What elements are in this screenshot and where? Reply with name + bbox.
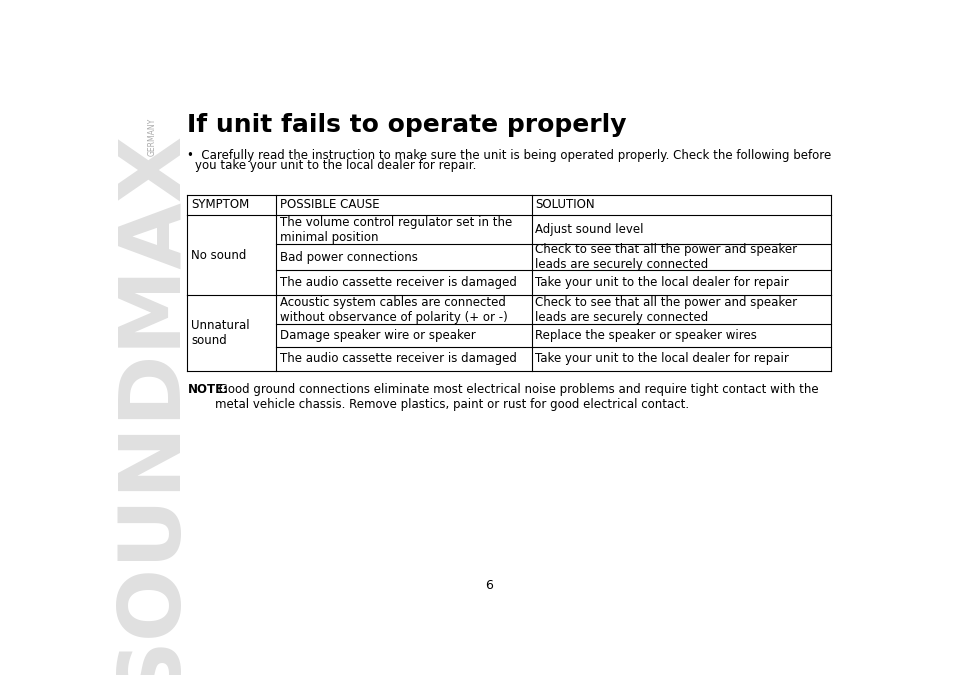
Text: The audio cassette receiver is damaged: The audio cassette receiver is damaged bbox=[280, 276, 517, 290]
Text: Take your unit to the local dealer for repair: Take your unit to the local dealer for r… bbox=[535, 352, 788, 365]
Text: Replace the speaker or speaker wires: Replace the speaker or speaker wires bbox=[535, 329, 757, 342]
Text: SOLUTION: SOLUTION bbox=[535, 198, 595, 211]
Text: The audio cassette receiver is damaged: The audio cassette receiver is damaged bbox=[280, 352, 517, 365]
Text: •  Carefully read the instruction to make sure the unit is being operated proper: • Carefully read the instruction to make… bbox=[187, 148, 831, 162]
Text: Unnatural
sound: Unnatural sound bbox=[192, 319, 250, 347]
Text: No sound: No sound bbox=[192, 248, 247, 261]
Text: Acoustic system cables are connected
without observance of polarity (+ or -): Acoustic system cables are connected wit… bbox=[280, 296, 507, 324]
Text: 6: 6 bbox=[484, 579, 493, 592]
Text: Adjust sound level: Adjust sound level bbox=[535, 223, 643, 236]
Text: Good ground connections eliminate most electrical noise problems and require tig: Good ground connections eliminate most e… bbox=[215, 383, 818, 411]
Text: Bad power connections: Bad power connections bbox=[280, 251, 417, 264]
Text: If unit fails to operate properly: If unit fails to operate properly bbox=[187, 113, 626, 137]
Text: The volume control regulator set in the
minimal position: The volume control regulator set in the … bbox=[280, 215, 512, 244]
Text: SOUNDMAX: SOUNDMAX bbox=[111, 128, 193, 675]
Text: NOTE:: NOTE: bbox=[187, 383, 228, 396]
Text: Damage speaker wire or speaker: Damage speaker wire or speaker bbox=[280, 329, 476, 342]
Text: you take your unit to the local dealer for repair.: you take your unit to the local dealer f… bbox=[195, 159, 476, 171]
Text: Check to see that all the power and speaker
leads are securely connected: Check to see that all the power and spea… bbox=[535, 243, 797, 271]
Text: SYMPTOM: SYMPTOM bbox=[192, 198, 250, 211]
Text: POSSIBLE CAUSE: POSSIBLE CAUSE bbox=[280, 198, 379, 211]
Text: GERMANY: GERMANY bbox=[147, 117, 156, 155]
Text: Take your unit to the local dealer for repair: Take your unit to the local dealer for r… bbox=[535, 276, 788, 290]
Text: Check to see that all the power and speaker
leads are securely connected: Check to see that all the power and spea… bbox=[535, 296, 797, 324]
